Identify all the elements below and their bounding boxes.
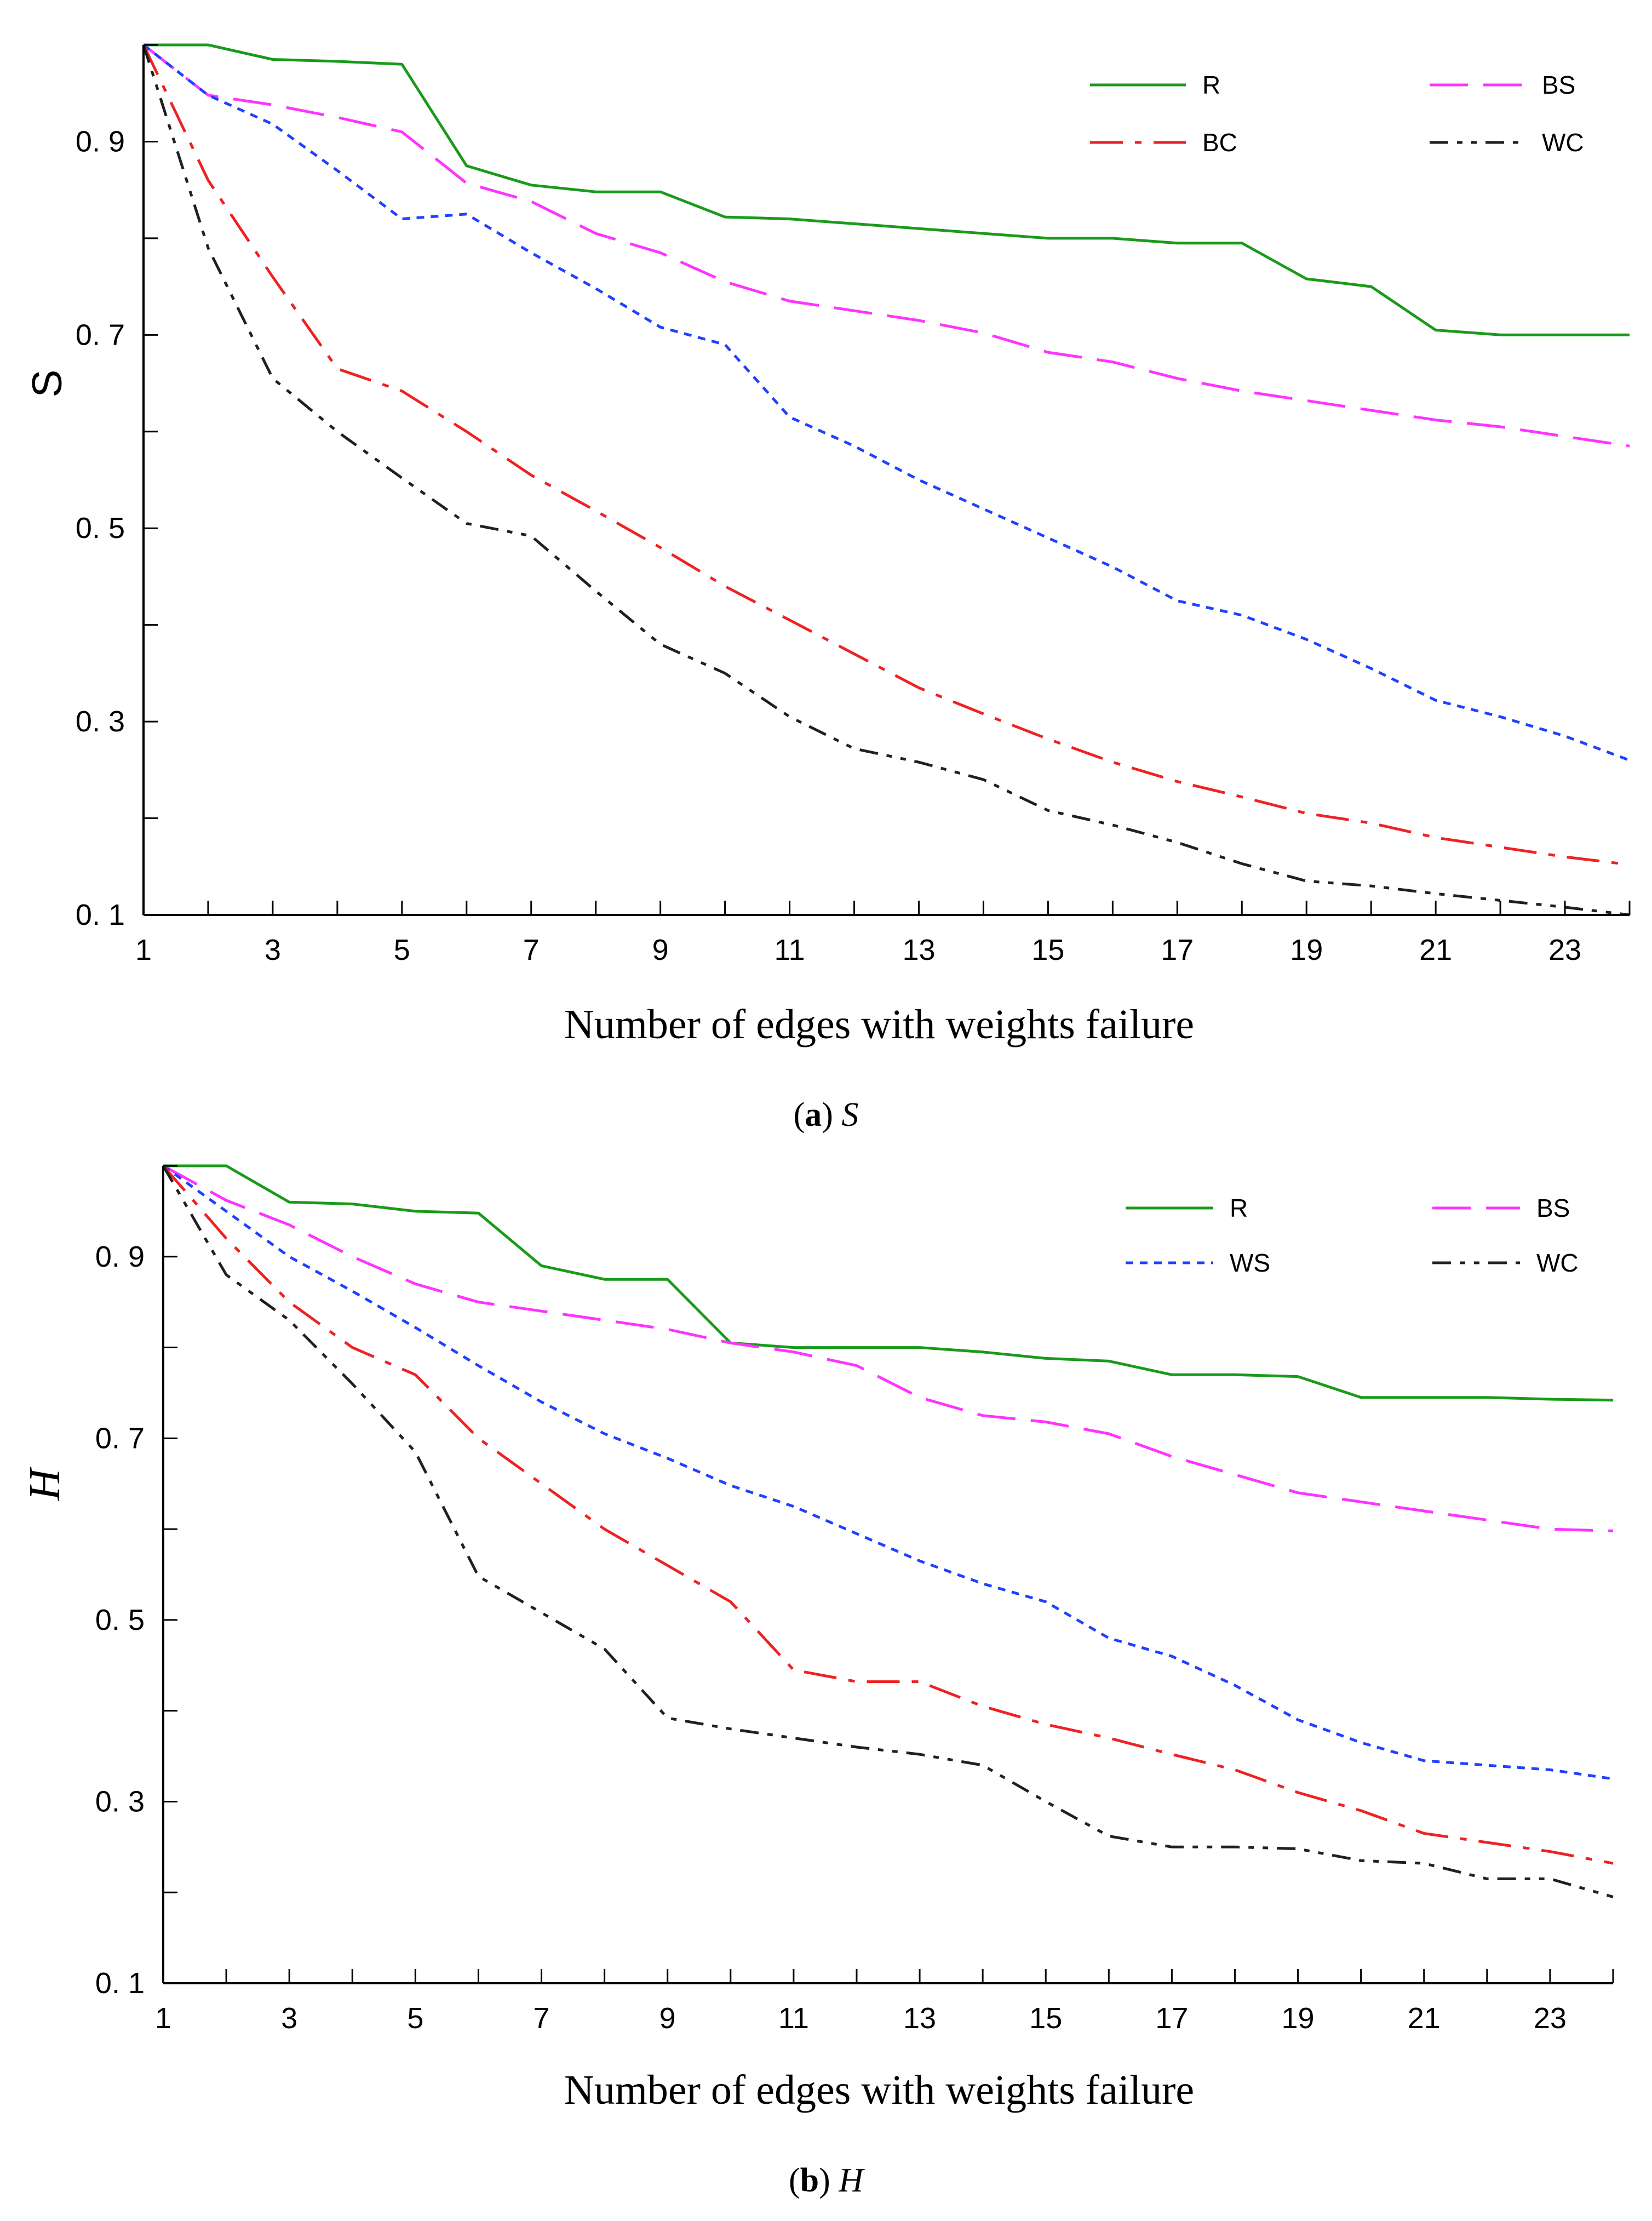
chart-a-legend-label-r: R [1202, 71, 1220, 99]
chart-b-x-tick-label: 5 [407, 2002, 423, 2035]
chart-a-legend-label-bs: BS [1542, 71, 1575, 99]
chart-a-x-tick-label: 19 [1290, 934, 1323, 966]
chart-b-x-tick-label: 13 [903, 2002, 936, 2035]
chart-b-series-bc [162, 1165, 1614, 1865]
chart-b-x-tick-label: 21 [1408, 2002, 1441, 2035]
chart-a-x-tick-label: 23 [1548, 934, 1581, 966]
chart-b-x-tick-label: 11 [778, 2002, 809, 2035]
chart-a-series [142, 43, 1630, 917]
chart-a-y-tick-label: 0. 3 [76, 705, 125, 738]
chart-a-x-tick-label: 15 [1031, 934, 1064, 966]
chart-a-x-tick-label: 7 [523, 934, 540, 966]
chart-b-x-tick-label: 23 [1534, 2002, 1567, 2035]
chart-b-legend-label-r: R [1230, 1194, 1248, 1222]
chart-b-series-r [163, 1164, 1614, 1402]
chart-b-x-tick-label: 1 [155, 2002, 171, 2035]
chart-b-y-tick-label: 0. 9 [95, 1240, 145, 1273]
chart-a-x-tick-label: 13 [902, 934, 935, 966]
chart-a-legend-label-bc: BC [1202, 128, 1237, 157]
chart-a-series-r [144, 43, 1630, 336]
chart-b-legend-label-ws: WS [1230, 1249, 1270, 1277]
chart-a-series-wc [142, 44, 1630, 917]
chart-a-legend-label-wc: WC [1542, 128, 1584, 157]
chart-a-ticks: 1 3 5 7 9 11 13 15 17 19 21 230. 10. 30. 50. 70. 9 [76, 44, 1631, 966]
chart-b-axes [162, 1166, 1613, 1984]
chart-b-x-tick-label: 19 [1282, 2002, 1315, 2035]
chart-b-y-axis-label: H [21, 1467, 69, 1501]
chart-a-legend: RBSWSBCWC [1090, 71, 1584, 157]
chart-b-legend-label-bs: BS [1536, 1194, 1570, 1222]
chart-a-x-tick-label: 17 [1161, 934, 1194, 966]
caption-a-name: S [841, 1096, 859, 1134]
chart-b-x-axis-label: Number of edges with weights failure [564, 2067, 1194, 2113]
chart-b-ticks: 1 3 5 7 9 11 13 15 17 19 21 230. 10. 30. 50. 70. 9 [95, 1165, 1614, 2035]
chart-b-x-tick-label: 3 [281, 2002, 297, 2035]
chart-a: 1 3 5 7 9 11 13 15 17 19 21 230. 10. 30. 50. 70. 9 … [24, 43, 1631, 1047]
chart-a-x-tick-label: 21 [1419, 934, 1452, 966]
caption-b-name: H [839, 2162, 864, 2199]
chart-b-x-tick-label: 7 [533, 2002, 549, 2035]
caption-b: (b) H [788, 2162, 864, 2199]
chart-b-legend: RBSBCWSWC [1126, 1194, 1579, 1277]
chart-a-y-tick-label: 0. 9 [76, 125, 125, 158]
chart-a-y-tick-label: 0. 5 [76, 512, 125, 545]
caption-a-letter: a [805, 1096, 822, 1134]
chart-b-y-tick-label: 0. 3 [95, 1785, 145, 1818]
caption-b-letter: b [800, 2162, 819, 2199]
chart-a-x-tick-label: 3 [265, 934, 281, 966]
chart-a-x-tick-label: 9 [652, 934, 669, 966]
chart-b-series-bs [162, 1164, 1614, 1532]
chart-a-x-tick-label: 1 [135, 934, 152, 966]
chart-a-y-axis-label: S [24, 370, 71, 398]
chart-a-x-tick-label: 5 [394, 934, 410, 966]
chart-a-x-tick-label: 11 [775, 934, 805, 966]
chart-b-series [162, 1164, 1614, 1898]
chart-b: 1 3 5 7 9 11 13 15 17 19 21 230. 10. 30. 50. 70. 9 … [21, 1164, 1614, 2113]
chart-a-series-ws [142, 44, 1630, 762]
chart-b-y-tick-label: 0. 7 [95, 1422, 145, 1455]
chart-b-x-tick-label: 15 [1029, 2002, 1062, 2035]
chart-b-series-ws [162, 1164, 1614, 1781]
chart-a-series-bc [142, 44, 1630, 866]
chart-a-y-tick-label: 0. 1 [76, 898, 125, 931]
caption-a: (a) S [793, 1096, 859, 1134]
chart-a-series-bs [142, 44, 1630, 448]
chart-a-y-tick-label: 0. 7 [76, 318, 125, 351]
chart-b-series-wc [162, 1165, 1614, 1898]
chart-b-y-tick-label: 0. 1 [95, 1967, 145, 2000]
chart-b-legend-label-wc: WC [1536, 1249, 1579, 1277]
chart-b-y-tick-label: 0. 5 [95, 1604, 145, 1636]
chart-b-x-tick-label: 9 [659, 2002, 676, 2035]
chart-a-axes [142, 45, 1630, 916]
chart-a-x-axis-label: Number of edges with weights failure [564, 1001, 1194, 1047]
chart-b-x-tick-label: 17 [1155, 2002, 1188, 2035]
